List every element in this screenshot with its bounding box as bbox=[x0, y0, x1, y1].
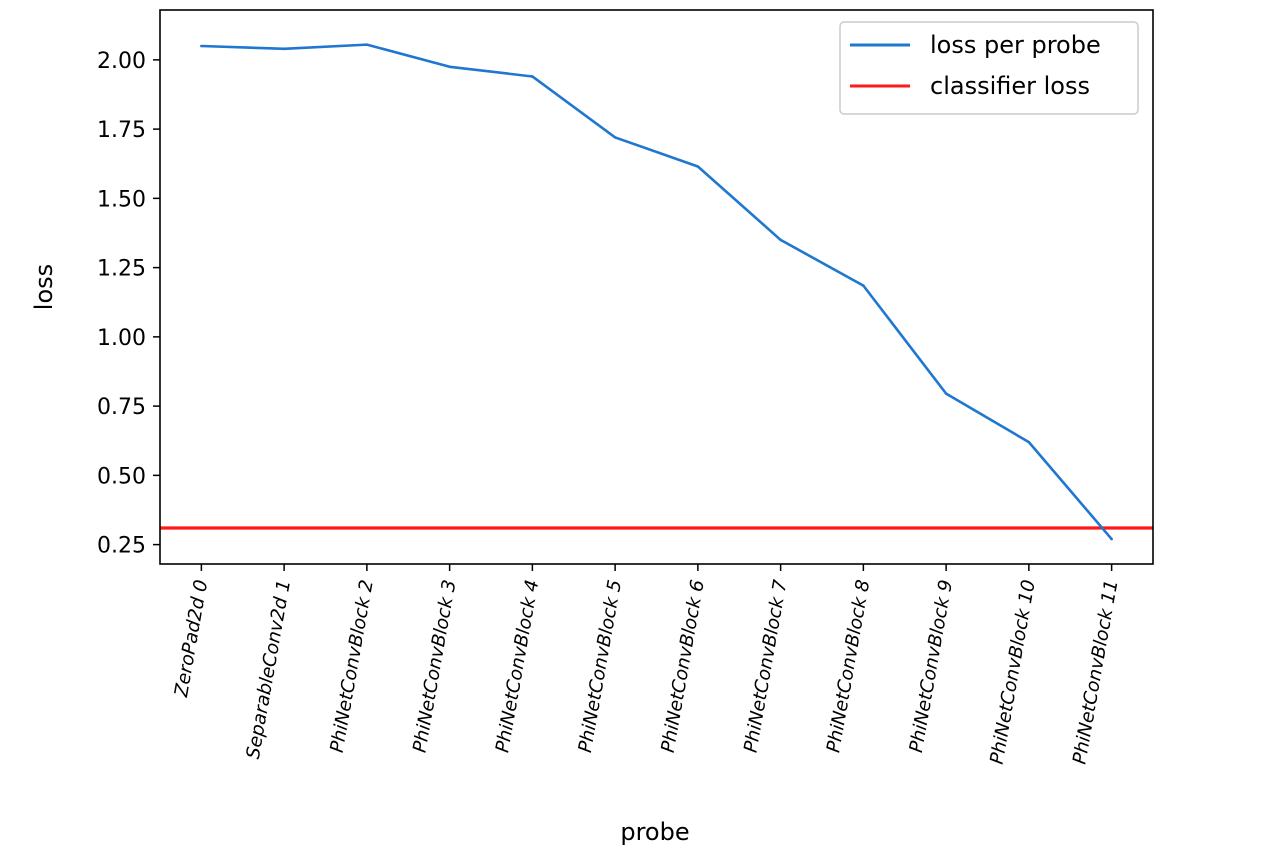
y-tick-label: 0.50 bbox=[97, 464, 146, 489]
x-axis-title: probe bbox=[620, 818, 689, 846]
legend: loss per probe classifier loss bbox=[839, 21, 1139, 115]
y-axis-title: loss bbox=[30, 264, 58, 310]
x-tick-label: PhiNetConvBlock 3 bbox=[409, 578, 460, 754]
legend-label-classifier-loss: classifier loss bbox=[930, 72, 1090, 100]
x-tick-label: PhiNetConvBlock 10 bbox=[987, 578, 1040, 766]
x-tick-label: PhiNetConvBlock 9 bbox=[906, 578, 957, 754]
data-point bbox=[779, 238, 782, 242]
plot-marks bbox=[160, 43, 1153, 541]
data-point bbox=[696, 165, 700, 168]
x-tick-label: ZeroPad2d 0 bbox=[171, 578, 212, 699]
loss-per-probe-line bbox=[201, 43, 1113, 540]
data-point bbox=[1110, 537, 1113, 541]
data-point bbox=[282, 47, 286, 51]
data-point bbox=[862, 284, 865, 287]
data-point bbox=[613, 136, 617, 139]
data-point bbox=[531, 75, 534, 78]
x-tick-label: PhiNetConvBlock 6 bbox=[658, 578, 709, 754]
data-point bbox=[944, 392, 948, 395]
y-axis: 0.25 0.50 0.75 1.00 1.25 1.50 1.75 2.00 bbox=[97, 49, 160, 559]
x-tick-label: PhiNetConvBlock 8 bbox=[823, 578, 874, 754]
data-point bbox=[200, 44, 203, 48]
x-tick-label: PhiNetConvBlock 7 bbox=[740, 578, 791, 754]
y-tick-label: 0.75 bbox=[97, 395, 146, 420]
x-tick-label: PhiNetConvBlock 2 bbox=[327, 578, 378, 754]
x-tick-label: PhiNetConvBlock 5 bbox=[575, 578, 626, 754]
y-tick-label: 1.50 bbox=[97, 187, 146, 212]
legend-label-loss-per-probe: loss per probe bbox=[930, 31, 1101, 59]
y-tick-label: 1.25 bbox=[97, 257, 146, 282]
data-point bbox=[448, 65, 451, 69]
y-tick-label: 0.25 bbox=[97, 534, 146, 559]
x-axis: ZeroPad2d 0 SeparableConv2d 1 PhiNetConvBl… bbox=[171, 564, 1123, 766]
y-tick-label: 1.00 bbox=[97, 326, 146, 351]
y-tick-label: 1.75 bbox=[97, 118, 146, 143]
x-tick-label: PhiNetConvBlock 11 bbox=[1069, 578, 1122, 766]
x-tick-label: PhiNetConvBlock 4 bbox=[492, 578, 543, 754]
legend-box bbox=[839, 21, 1139, 115]
x-tick-label: SeparableConv2d 1 bbox=[243, 578, 295, 760]
data-point bbox=[365, 43, 369, 46]
data-point bbox=[1027, 440, 1031, 444]
plot-frame bbox=[159, 9, 1154, 565]
y-tick-label: 2.00 bbox=[97, 49, 146, 74]
